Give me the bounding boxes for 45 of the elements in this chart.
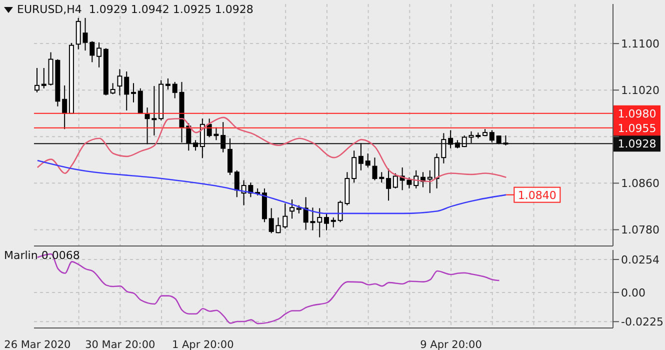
candlestick xyxy=(110,82,116,95)
candlestick xyxy=(317,208,322,238)
candlestick xyxy=(131,82,136,103)
ref-line-label: 1.0955 xyxy=(618,122,656,135)
x-tick-label: 26 Mar 2020 xyxy=(4,339,71,350)
y-tick-label: -0.0225 xyxy=(621,316,664,329)
candlestick xyxy=(324,212,329,231)
candlestick xyxy=(386,168,392,202)
candlestick xyxy=(489,130,494,143)
y-tick-label: 0.00 xyxy=(621,286,646,300)
line-series xyxy=(36,160,507,214)
chart-title: EURUSD,H4 1.0929 1.0942 1.0925 1.0928 xyxy=(17,3,254,16)
candlestick xyxy=(268,208,274,234)
y-tick-label: 1.0780 xyxy=(621,224,660,237)
candlestick xyxy=(352,150,357,184)
candlestick xyxy=(165,78,170,90)
candlestick xyxy=(330,216,336,228)
candlestick xyxy=(365,153,370,168)
candlestick xyxy=(117,68,122,96)
candlestick xyxy=(392,172,398,189)
y-tick-label: 0.0254 xyxy=(621,253,660,266)
candlestick xyxy=(290,198,295,220)
candlestick xyxy=(172,81,178,99)
candlestick xyxy=(228,138,232,176)
x-tick-label: 30 Mar 20:00 xyxy=(85,339,156,350)
candlestick xyxy=(427,170,432,194)
candlestick xyxy=(220,122,226,153)
x-tick-label: 9 Apr 20:00 xyxy=(420,339,482,350)
candlestick xyxy=(124,70,130,111)
candlestick xyxy=(96,42,102,68)
candlestick xyxy=(34,67,40,93)
y-tick-label: 1.0860 xyxy=(621,177,660,190)
candlestick xyxy=(76,17,81,50)
ref-line-label: 1.0928 xyxy=(618,138,656,151)
x-tick-label: 1 Apr 20:00 xyxy=(172,339,234,350)
candlestick xyxy=(414,170,419,189)
candlestick xyxy=(234,170,240,198)
annotation: 1.0840 xyxy=(518,188,556,202)
candlestick xyxy=(62,84,68,130)
candlestick xyxy=(358,142,364,171)
ref-line-label: 1.0980 xyxy=(618,107,656,120)
candlestick xyxy=(138,88,143,114)
candlestick xyxy=(41,67,46,89)
y-tick-label: 1.1020 xyxy=(621,84,660,97)
y-tick-label: 1.1100 xyxy=(621,37,660,50)
